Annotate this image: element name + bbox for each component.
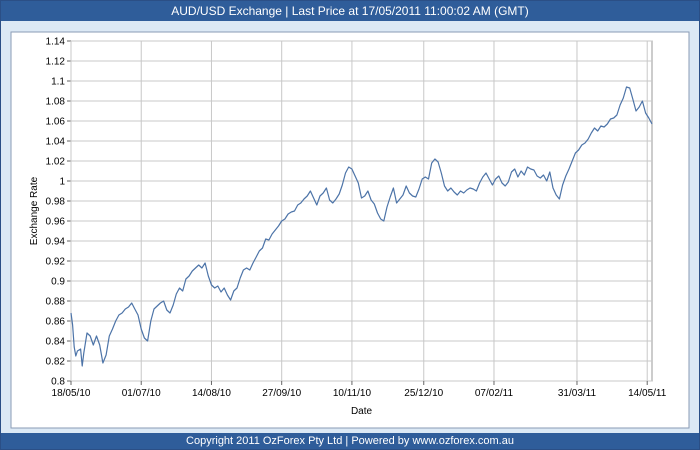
- chart-canvas: 0.8 0.82 0.84 0.86 0.88 0.9 0.92 0.94 0.96 0.98 1 1…: [10, 31, 690, 429]
- y-tick-label: 0.84: [46, 337, 66, 348]
- y-tick-label: 1.08: [46, 97, 66, 108]
- y-tick-label: 1.14: [46, 37, 66, 48]
- y-tick-label: 1: [59, 177, 65, 188]
- y-tick-label: 1.04: [46, 137, 66, 148]
- y-tick-label: 1.12: [46, 57, 66, 68]
- x-tick-label: 07/02/11: [475, 388, 514, 399]
- plot-area: [70, 40, 653, 382]
- y-tick-label: 0.82: [46, 357, 66, 368]
- y-tick-label: 1.02: [46, 157, 66, 168]
- x-tick-label: 27/09/10: [262, 388, 301, 399]
- y-tick-label: 0.92: [46, 257, 66, 268]
- x-tick-label: 25/12/10: [404, 388, 443, 399]
- x-tick-label: 14/05/11: [628, 388, 667, 399]
- price-series-line: [70, 86, 653, 367]
- chart-title: AUD/USD Exchange | Last Price at 17/05/2…: [1, 1, 699, 21]
- x-tick-label: 18/05/10: [52, 388, 91, 399]
- x-tick-label: 10/11/10: [333, 388, 372, 399]
- y-tick-label: 0.96: [46, 217, 66, 228]
- y-tick-label: 0.88: [46, 297, 66, 308]
- y-tick-label: 1.1: [51, 77, 65, 88]
- y-tick-label: 0.9: [51, 277, 65, 288]
- y-tick-label: 0.8: [51, 377, 65, 388]
- x-axis-title: Date: [351, 406, 373, 417]
- x-tick-label: 01/07/10: [122, 388, 161, 399]
- y-tick-label: 1.06: [46, 117, 66, 128]
- y-tick-label: 0.94: [46, 237, 66, 248]
- x-tick-label: 14/08/10: [192, 388, 231, 399]
- y-tick-label: 0.98: [46, 197, 66, 208]
- y-axis-title: Exchange Rate: [29, 176, 40, 245]
- copyright-footer: Copyright 2011 OzForex Pty Ltd | Powered…: [1, 433, 699, 449]
- x-tick-label: 31/03/11: [558, 388, 597, 399]
- y-tick-label: 0.86: [46, 317, 66, 328]
